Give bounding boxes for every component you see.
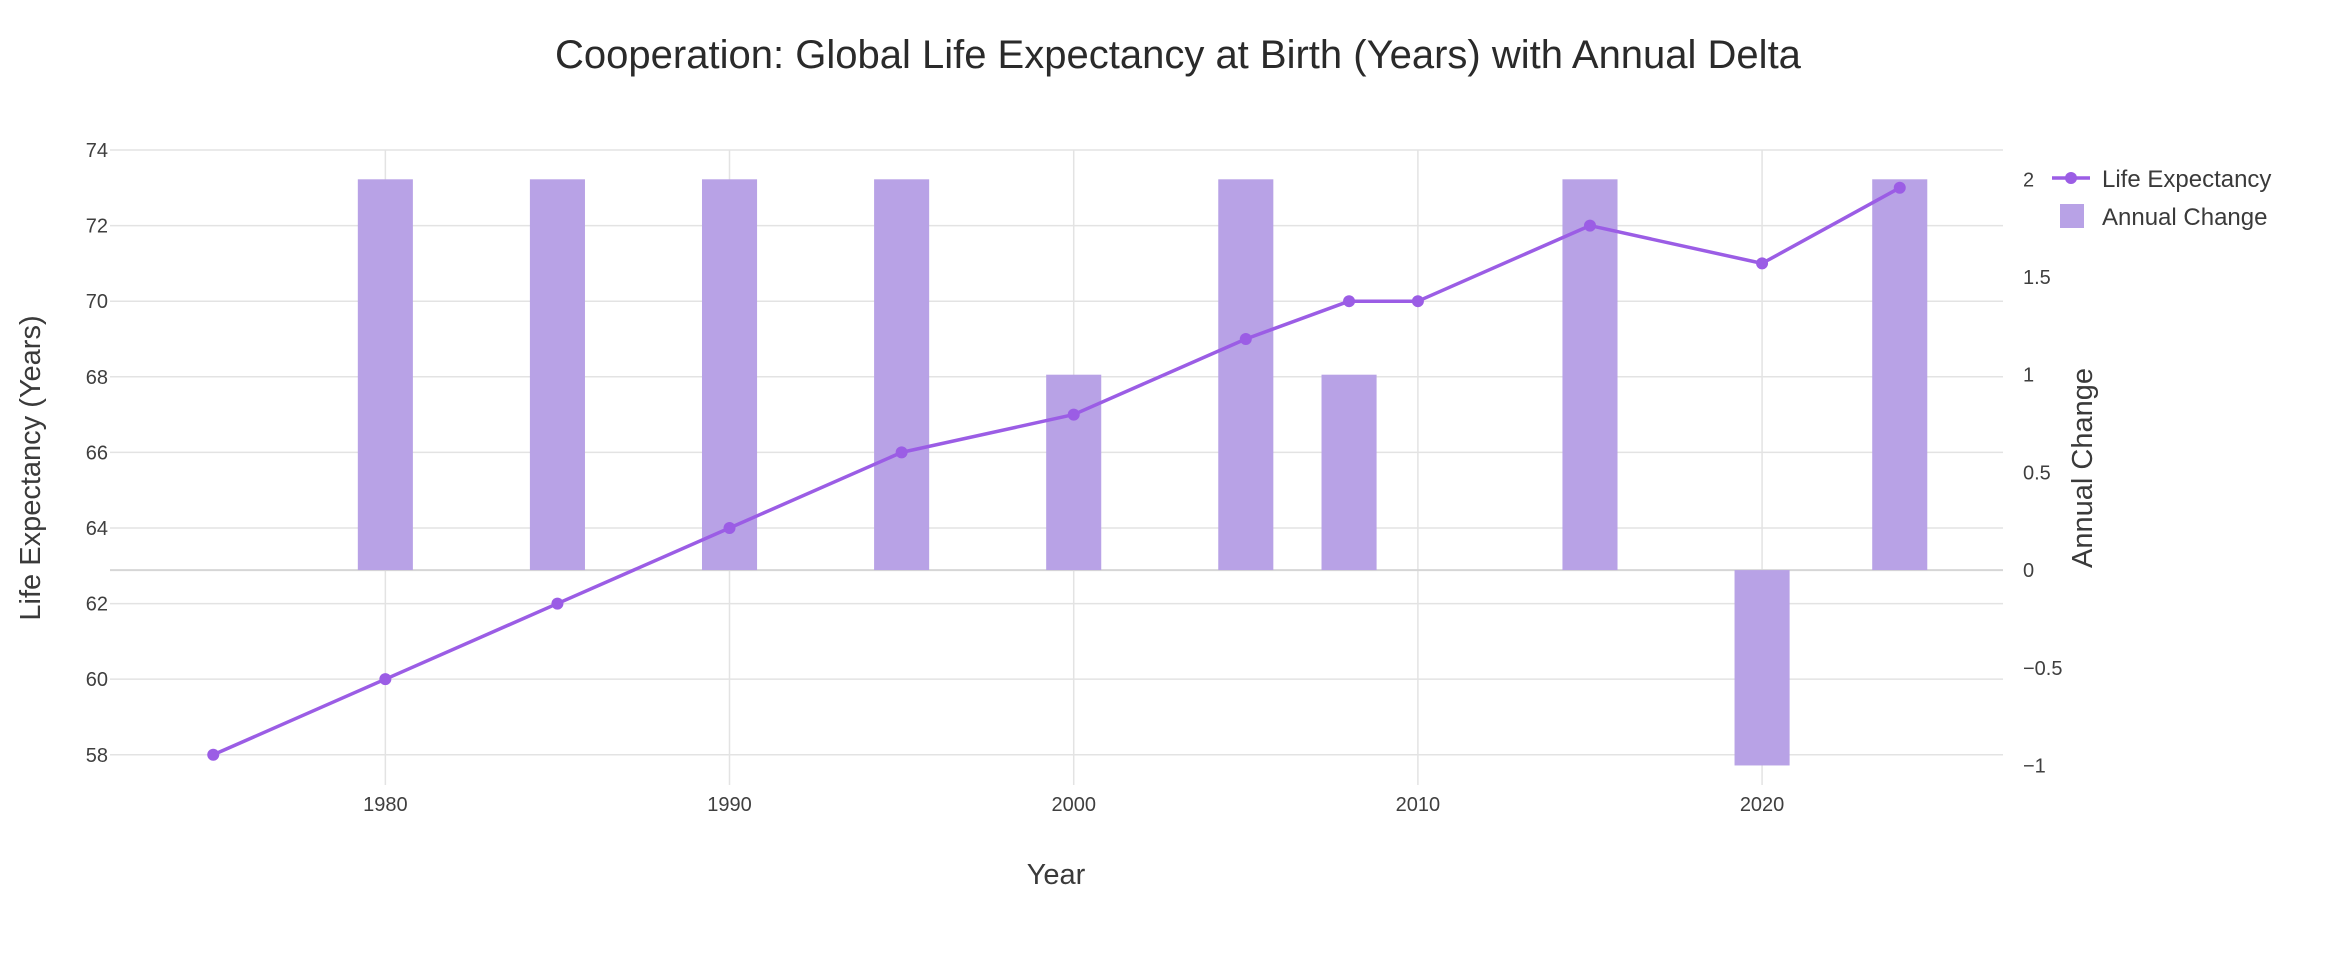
y-left-tick-label: 70	[86, 291, 108, 313]
y-left-tick-label: 64	[86, 518, 108, 540]
bar-layer	[357, 179, 1928, 766]
point-life-expectancy[interactable]	[551, 597, 564, 610]
y-right-tick-label: 2	[2023, 169, 2034, 191]
x-tick-label: 1990	[707, 794, 752, 816]
legend-item-annual-change[interactable]: Annual Change	[2060, 204, 2267, 231]
point-life-expectancy[interactable]	[1343, 295, 1356, 308]
y-axis-right-title: Annual Change	[2067, 368, 2099, 568]
y-left-tick-label: 62	[86, 594, 108, 616]
point-life-expectancy[interactable]	[1239, 332, 1252, 345]
y-right-tick-label: 1.5	[2023, 267, 2051, 289]
bar-annual-change[interactable]	[1046, 374, 1102, 571]
x-tick-label: 2020	[1740, 794, 1785, 816]
bar-annual-change[interactable]	[1321, 374, 1377, 571]
point-life-expectancy[interactable]	[1583, 219, 1596, 232]
chart-title: Cooperation: Global Life Expectancy at B…	[555, 33, 1802, 77]
y-left-tick-label: 68	[86, 367, 108, 389]
x-tick-label: 2000	[1051, 794, 1096, 816]
line-layer	[207, 181, 1906, 761]
y-left-tick-label: 74	[86, 140, 108, 162]
bar-annual-change[interactable]	[529, 179, 585, 571]
y-right-tick-label: −0.5	[2023, 658, 2062, 680]
point-life-expectancy[interactable]	[207, 748, 220, 761]
y-left-tick-label: 66	[86, 442, 108, 464]
bar-annual-change[interactable]	[1562, 179, 1618, 571]
y-right-tick-label: −1	[2023, 755, 2046, 777]
y-axis-left-title: Life Expectancy (Years)	[15, 315, 47, 620]
point-life-expectancy[interactable]	[1067, 408, 1080, 421]
x-tick-label: 2010	[1396, 794, 1441, 816]
y-left-tick-label: 60	[86, 669, 108, 691]
y-right-tick-label: 0	[2023, 560, 2034, 582]
bar-annual-change[interactable]	[1218, 179, 1274, 571]
point-life-expectancy[interactable]	[1756, 257, 1769, 270]
legend: Life Expectancy Annual Change	[2052, 166, 2271, 231]
bar-annual-change[interactable]	[357, 179, 413, 571]
x-tick-label: 1980	[363, 794, 408, 816]
bar-annual-change[interactable]	[1872, 179, 1928, 571]
y-left-tick-label: 58	[86, 745, 108, 767]
y-left-tick-label: 72	[86, 216, 108, 238]
bar-annual-change[interactable]	[701, 179, 758, 571]
point-life-expectancy[interactable]	[895, 446, 908, 459]
y-right-tick-label: 1	[2023, 365, 2034, 387]
line-life-expectancy	[212, 186, 1901, 757]
x-axis-title: Year	[1027, 859, 1086, 891]
legend-label-annual-change: Annual Change	[2102, 204, 2267, 231]
legend-label-life-expectancy: Life Expectancy	[2102, 166, 2271, 193]
y-right-tick-label: 0.5	[2023, 462, 2051, 484]
bar-annual-change[interactable]	[874, 179, 930, 571]
bar-annual-change[interactable]	[1734, 570, 1790, 766]
legend-item-life-expectancy[interactable]: Life Expectancy	[2052, 166, 2271, 193]
point-life-expectancy[interactable]	[723, 521, 736, 534]
tick-layer: 1980 1990 2000 2010 2020 58 60 62 64 66 68 70 72 74 −1…	[86, 140, 2063, 816]
legend-marker-swatch	[2065, 172, 2077, 184]
legend-bar-swatch	[2060, 204, 2084, 228]
point-life-expectancy[interactable]	[1893, 181, 1906, 194]
point-life-expectancy[interactable]	[379, 673, 392, 686]
point-life-expectancy[interactable]	[1411, 295, 1424, 308]
